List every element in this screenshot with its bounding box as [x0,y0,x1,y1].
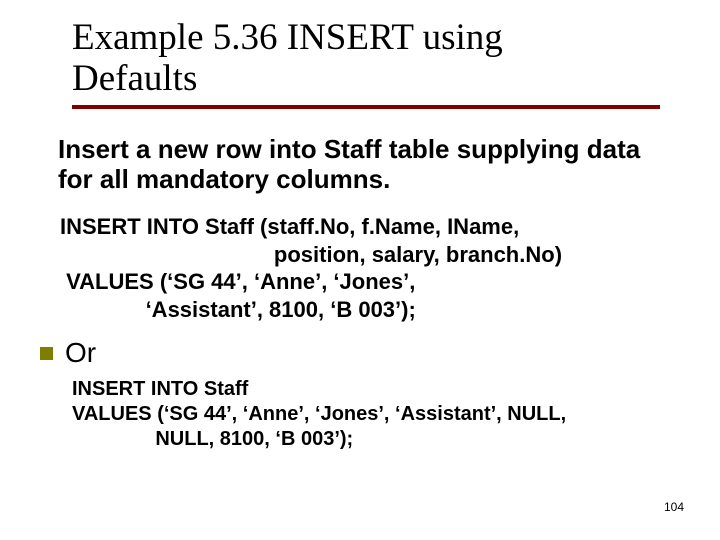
sql-block-1: INSERT INTO Staff (staff.No, f.Name, INa… [60,213,672,323]
title-line-2: Defaults [72,58,197,99]
slide-title: Example 5.36 INSERT using Defaults [72,18,660,109]
sql2-line: INSERT INTO Staff [72,378,248,400]
slide: Example 5.36 INSERT using Defaults Inser… [0,0,720,540]
or-label: Or [65,337,96,369]
sql1-line: position, salary, branch.No) [60,242,562,267]
slide-body: Insert a new row into Staff table supply… [58,135,672,452]
sql-block-2: INSERT INTO Staff VALUES (‘SG 44’, ‘Anne… [72,377,672,452]
sql2-line: VALUES (‘SG 44’, ‘Anne’, ‘Jones’, ‘Assis… [72,403,566,425]
page-number: 104 [664,500,684,514]
sql1-line: VALUES (‘SG 44’, ‘Anne’, ‘Jones’, [60,269,415,294]
sql1-line: INSERT INTO Staff (staff.No, f.Name, INa… [60,214,519,239]
bullet-square-icon [40,347,53,360]
title-line-1: Example 5.36 INSERT using [72,17,503,58]
or-row: Or [40,337,672,369]
subtitle: Insert a new row into Staff table supply… [58,135,672,195]
sql1-line: ‘Assistant’, 8100, ‘B 003’); [60,297,416,322]
sql2-line: NULL, 8100, ‘B 003’); [72,428,353,450]
